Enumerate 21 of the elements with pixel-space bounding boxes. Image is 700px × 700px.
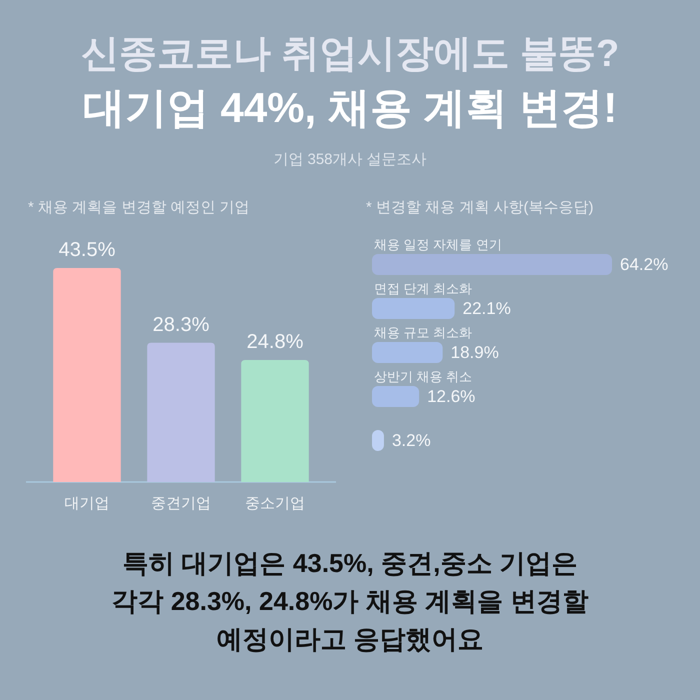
x-tick-label: 중소기업	[245, 495, 305, 512]
data-label: 24.8%	[246, 330, 304, 353]
x-tick-label: 대기업	[64, 495, 110, 512]
chart-title: * 채용 계획을 변경할 예정인 기업	[28, 199, 250, 216]
y-tick-label: 면접 단계 최소화	[374, 281, 472, 296]
text: 대기업 44%, 채용 계획 변경!	[82, 84, 618, 131]
y-tick-label: 채용 일정 자체를 연기	[374, 237, 502, 252]
data-label: 43.5%	[58, 239, 116, 261]
text: 특히 대기업은 43.5%, 중견,중소 기업은 각각 28.3%, 24.8%가 채용 계획을 변경할 예정이라고 응답했어요	[112, 548, 588, 654]
data-label: 64.2%	[620, 255, 668, 274]
data-label: 18.9%	[450, 343, 499, 362]
data-label: 22.1%	[462, 299, 511, 318]
text: 신종코로나 취업시장에도 불똥?	[80, 33, 620, 75]
chart-title: * 변경할 채용 계획 사항(복수응답)	[366, 199, 594, 216]
x-tick-label: 중견기업	[151, 495, 211, 512]
y-tick-label: 상반기 채용 취소	[374, 369, 472, 384]
y-tick-label: 채용 규모 최소화	[374, 325, 472, 340]
data-label: 12.6%	[427, 387, 476, 406]
text: 기업 358개사 설문조사	[273, 151, 427, 168]
data-label: 3.2%	[392, 431, 431, 450]
data-label: 28.3%	[152, 314, 210, 336]
